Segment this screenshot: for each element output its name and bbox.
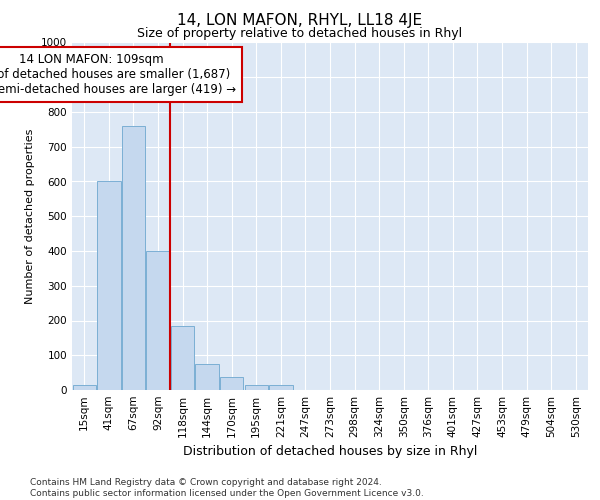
- Y-axis label: Number of detached properties: Number of detached properties: [25, 128, 35, 304]
- Bar: [122, 126, 145, 390]
- Text: 14 LON MAFON: 109sqm
← 80% of detached houses are smaller (1,687)
20% of semi-de: 14 LON MAFON: 109sqm ← 80% of detached h…: [0, 53, 236, 96]
- Text: Size of property relative to detached houses in Rhyl: Size of property relative to detached ho…: [137, 28, 463, 40]
- Bar: [196, 364, 219, 390]
- Bar: [269, 385, 293, 390]
- Bar: [73, 385, 96, 390]
- X-axis label: Distribution of detached houses by size in Rhyl: Distribution of detached houses by size …: [183, 446, 477, 458]
- Bar: [245, 385, 268, 390]
- Text: 14, LON MAFON, RHYL, LL18 4JE: 14, LON MAFON, RHYL, LL18 4JE: [178, 12, 422, 28]
- Bar: [220, 377, 244, 390]
- Bar: [146, 251, 170, 390]
- Bar: [171, 326, 194, 390]
- Text: Contains HM Land Registry data © Crown copyright and database right 2024.
Contai: Contains HM Land Registry data © Crown c…: [30, 478, 424, 498]
- Bar: [97, 182, 121, 390]
